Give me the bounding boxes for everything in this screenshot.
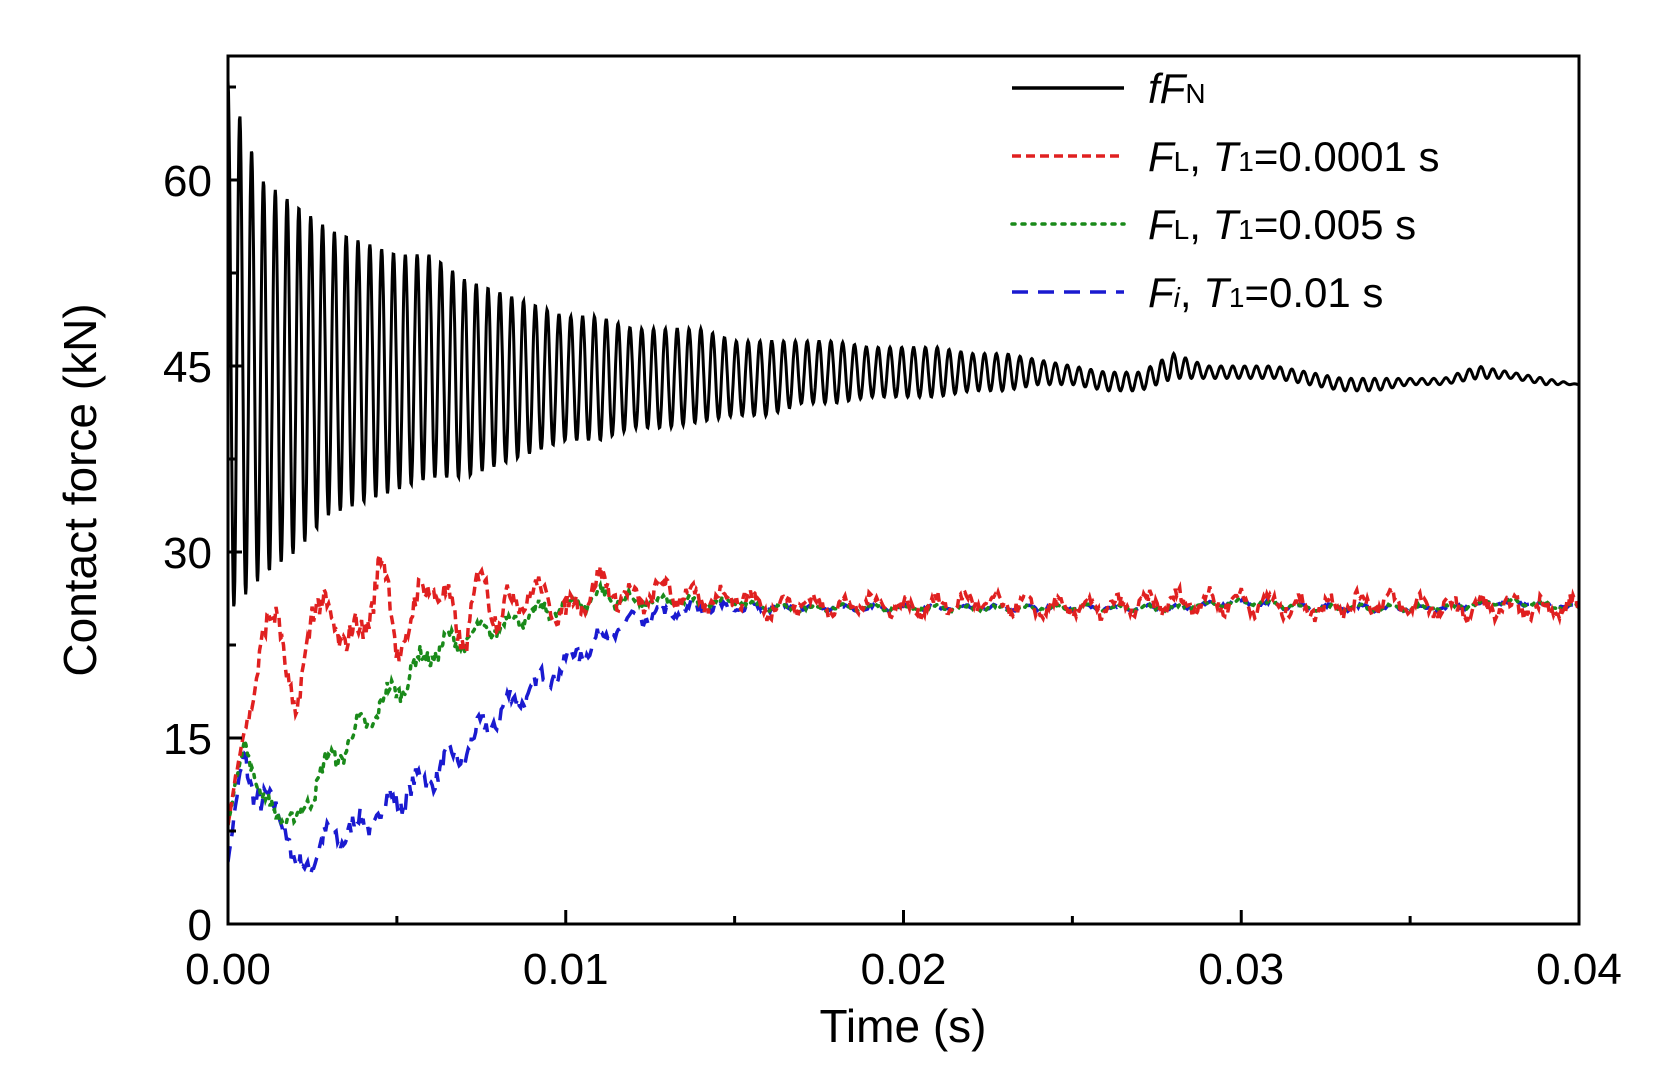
series-layer [228,80,1579,882]
legend-label: fFN [1148,65,1206,112]
series-line-2 [228,579,1579,829]
y-tick-label: 60 [163,157,212,206]
y-tick-label: 15 [163,715,212,764]
legend-label: FL, T1=0.0001 s [1148,133,1439,180]
x-tick-label: 0.00 [185,945,271,994]
series-line-3 [228,596,1579,882]
y-tick-label: 45 [163,343,212,392]
y-tick-labels: 0 15 30 45 60 [163,157,212,950]
x-tick-labels: 0.00 0.01 0.02 0.03 0.04 [185,945,1622,994]
y-tick-label: 30 [163,529,212,578]
series-line-1 [228,554,1579,826]
x-tick-label: 0.01 [523,945,609,994]
x-axis-label: Time (s) [820,1000,987,1052]
x-tick-label: 0.03 [1198,945,1284,994]
plot-frame [226,54,1581,926]
x-tick-label: 0.04 [1536,945,1622,994]
x-tick-label: 0.02 [861,945,947,994]
series-line-0 [228,80,1579,607]
y-axis-label: Contact force (kN) [54,303,106,676]
legend: fFN FL, T1=0.0001 s FL, T1=0.005 s Fi, T1=0… [1010,65,1439,316]
axis-ticks [226,85,1581,926]
y-tick-label: 0 [188,901,212,950]
legend-label: FL, T1=0.005 s [1148,201,1416,248]
legend-label: Fi, T1=0.01 s [1148,269,1383,316]
